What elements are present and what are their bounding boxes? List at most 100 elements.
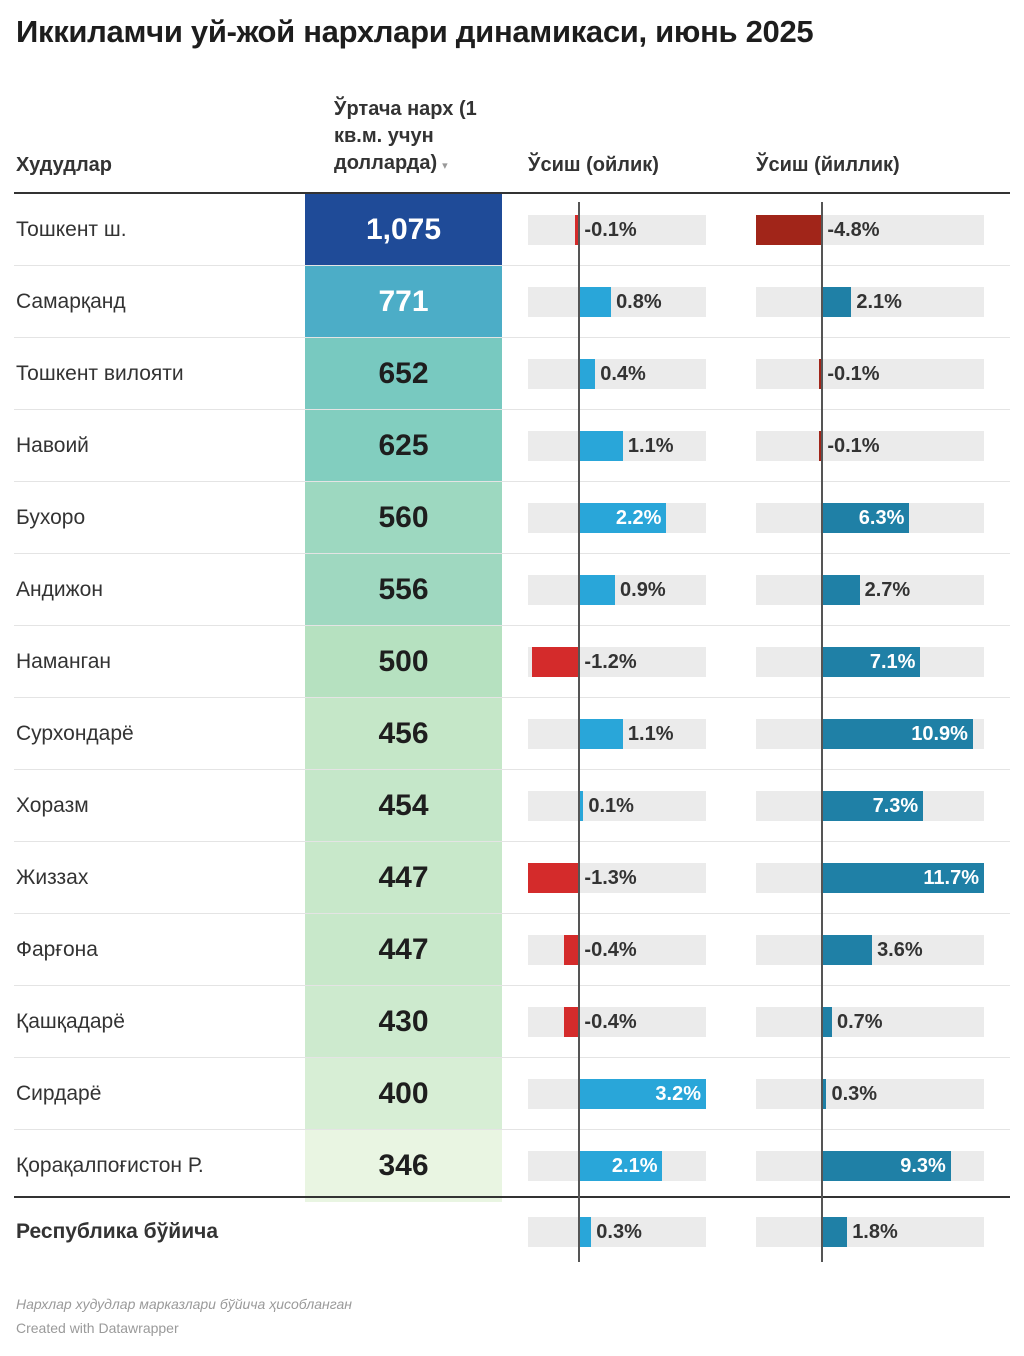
yearly-track: -0.1%: [756, 359, 984, 389]
table-row: Андижон 556 0.9% 2.7%: [14, 554, 1010, 626]
yearly-zero-axis: [821, 202, 824, 1262]
yearly-label: 2.1%: [856, 291, 902, 313]
monthly-track: 0.4%: [528, 359, 706, 389]
row-separator: [14, 913, 1010, 914]
total-monthly-bar: [579, 1217, 592, 1247]
yearly-label: -0.1%: [827, 435, 880, 457]
yearly-label: 3.6%: [877, 939, 923, 961]
monthly-track: 2.2%: [528, 503, 706, 533]
total-yearly-label: 1.8%: [852, 1221, 898, 1243]
yearly-bar: [819, 359, 823, 389]
yearly-track: 6.3%: [756, 503, 984, 533]
monthly-bar: [579, 1079, 706, 1109]
region-name: Самарқанд: [16, 290, 126, 313]
region-name: Тошкент вилояти: [16, 362, 184, 385]
monthly-bar: [531, 647, 580, 677]
yearly-track: 2.1%: [756, 287, 984, 317]
price-cell: 447: [305, 914, 502, 986]
monthly-track: 0.9%: [528, 575, 706, 605]
row-separator: [14, 1129, 1010, 1130]
column-header-price-label: Ўртача нарх (1 кв.м. учун долларда): [334, 98, 477, 174]
yearly-label: -4.8%: [827, 219, 880, 241]
table-row: Сурхондарё 456 1.1% 10.9%: [14, 698, 1010, 770]
column-header-yearly[interactable]: Ўсиш (йиллик): [756, 154, 900, 176]
monthly-label: 0.4%: [600, 363, 646, 385]
credit-link[interactable]: Created with Datawrapper: [16, 1320, 179, 1336]
row-separator: [14, 1057, 1010, 1058]
region-name: Жиззах: [16, 866, 89, 889]
region-name: Навоий: [16, 434, 89, 457]
monthly-label: 2.1%: [611, 1155, 658, 1177]
monthly-label: 1.1%: [627, 723, 674, 745]
price-cell: 625: [305, 410, 502, 482]
price-cell: 560: [305, 482, 502, 554]
yearly-track: 7.1%: [756, 647, 984, 677]
price-cell: 447: [305, 842, 502, 914]
column-header-monthly[interactable]: Ўсиш (ойлик): [528, 154, 659, 176]
yearly-label: 7.1%: [869, 651, 916, 673]
table-row: Сирдарё 400 3.2% 0.3%: [14, 1058, 1010, 1130]
yearly-track: 10.9%: [756, 719, 984, 749]
monthly-bar: [575, 215, 580, 245]
total-rule: [14, 1196, 1010, 1198]
monthly-track: -0.4%: [528, 1007, 706, 1037]
yearly-label: 6.3%: [858, 507, 905, 529]
column-header-region[interactable]: Худудлар: [16, 154, 113, 176]
yearly-bar: [822, 791, 924, 821]
region-name: Наманган: [16, 650, 112, 673]
yearly-track: 11.7%: [756, 863, 984, 893]
monthly-zero-axis: [578, 202, 581, 1262]
price-cell: 652: [305, 338, 502, 410]
source-note: Нархлар худудлар марказлари бўйича ҳисоб…: [16, 1296, 352, 1312]
monthly-bar: [579, 287, 612, 317]
yearly-track: 9.3%: [756, 1151, 984, 1181]
total-yearly-bar: [822, 1217, 848, 1247]
yearly-track: 3.6%: [756, 935, 984, 965]
monthly-label: -1.2%: [584, 651, 637, 673]
monthly-track: -0.1%: [528, 215, 706, 245]
footnotes: Нархлар худудлар марказлари бўйича ҳисоб…: [16, 1292, 352, 1340]
table-row: Тошкент ш. 1,075 -0.1% -4.8%: [14, 194, 1010, 266]
row-separator: [14, 985, 1010, 986]
table-row: Қорақалпоғистон Р. 346 2.1% 9.3%: [14, 1130, 1010, 1202]
monthly-label: 0.8%: [616, 291, 662, 313]
yearly-track: -4.8%: [756, 215, 984, 245]
yearly-bar: [819, 431, 823, 461]
monthly-label: 0.9%: [620, 579, 666, 601]
row-separator: [14, 697, 1010, 698]
monthly-track: 1.1%: [528, 719, 706, 749]
total-row: Республика бўйича 0.3% 1.8%: [14, 1196, 1010, 1268]
monthly-track: 0.1%: [528, 791, 706, 821]
region-name: Сурхондарё: [16, 722, 134, 745]
row-separator: [14, 625, 1010, 626]
monthly-track: -1.2%: [528, 647, 706, 677]
table-row: Хоразм 454 0.1% 7.3%: [14, 770, 1010, 842]
region-name: Андижон: [16, 578, 103, 601]
sort-arrow-icon[interactable]: ▾: [442, 160, 448, 172]
row-separator: [14, 337, 1010, 338]
region-name: Бухоро: [16, 506, 86, 529]
yearly-label: -0.1%: [827, 363, 880, 385]
monthly-bar: [528, 863, 580, 893]
header-rule: [14, 192, 1010, 194]
column-header-price[interactable]: Ўртача нарх (1 кв.м. учун долларда) ▾: [334, 96, 504, 180]
row-separator: [14, 769, 1010, 770]
yearly-label: 9.3%: [900, 1155, 946, 1177]
yearly-bar: [822, 863, 984, 893]
chart-title: Иккиламчи уй-жой нархлари динамикаси, ию…: [16, 14, 814, 49]
monthly-track: 3.2%: [528, 1079, 706, 1109]
total-monthly-track: 0.3%: [528, 1217, 706, 1247]
monthly-label: 2.2%: [615, 507, 662, 529]
price-cell: 456: [305, 698, 502, 770]
yearly-bar: [822, 1151, 951, 1181]
yearly-track: 0.7%: [756, 1007, 984, 1037]
table-row: Самарқанд 771 0.8% 2.1%: [14, 266, 1010, 338]
yearly-bar: [822, 1079, 827, 1109]
monthly-label: 3.2%: [655, 1083, 701, 1105]
monthly-label: 1.1%: [627, 435, 674, 457]
monthly-label: -0.4%: [584, 1011, 637, 1033]
region-name: Қорақалпоғистон Р.: [16, 1154, 204, 1177]
region-name: Хоразм: [16, 794, 89, 817]
monthly-track: 1.1%: [528, 431, 706, 461]
monthly-bar: [563, 1007, 580, 1037]
